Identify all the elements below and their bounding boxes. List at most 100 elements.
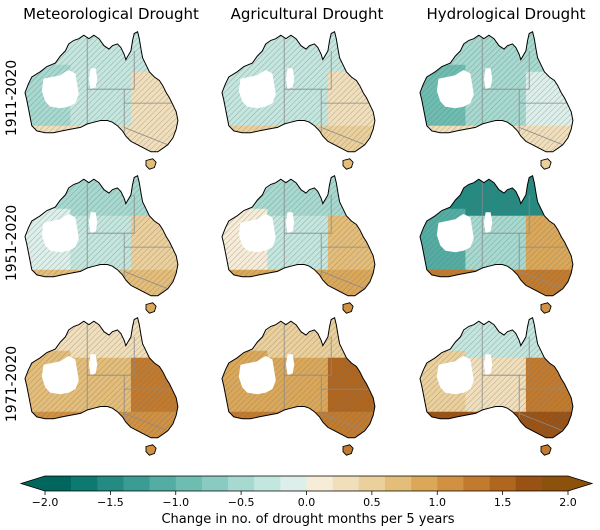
- colorbar-tick-label: 1.0: [429, 496, 447, 509]
- column-title-hydrological: Hydrological Drought: [426, 5, 585, 23]
- no-data-area: [88, 212, 98, 234]
- map-panel: [419, 174, 574, 314]
- map-regions: [25, 31, 178, 152]
- coastline: [419, 316, 574, 439]
- state-borders: [86, 175, 175, 290]
- map-panel: [221, 316, 376, 456]
- no-data-area: [436, 356, 474, 395]
- colorbar-segment: [71, 476, 98, 491]
- colorbar-label: Change in no. of drought months per 5 ye…: [161, 512, 454, 527]
- no-data-area: [88, 68, 98, 90]
- colorbar-segment: [358, 476, 386, 491]
- tasmania: [145, 302, 157, 314]
- column-title-agricultural: Agricultural Drought: [231, 5, 384, 23]
- map-panel: [221, 30, 376, 170]
- map-panel: [24, 30, 179, 170]
- colorbar-segment: [489, 476, 516, 491]
- colorbar-segment: [123, 476, 150, 491]
- map-regions: [420, 175, 573, 296]
- colorbar-segment: [411, 476, 438, 491]
- colorbar-tick-label: 2.0: [559, 496, 577, 509]
- colorbar-segment: [437, 476, 464, 491]
- column-title-meteorological: Meteorological Drought: [23, 5, 199, 23]
- colorbar: [19, 475, 594, 492]
- colorbar-segment: [332, 476, 360, 491]
- colorbar-tick-label: −2.0: [32, 496, 59, 509]
- state-borders: [283, 175, 372, 290]
- colorbar-tick-label: 1.5: [494, 496, 512, 509]
- no-data-area: [285, 354, 295, 376]
- tasmania: [540, 302, 552, 314]
- colorbar-segment: [175, 476, 203, 491]
- row-label-1971-2020: 1971-2020: [4, 346, 20, 422]
- colorbar-segment: [254, 476, 281, 491]
- no-data-area: [483, 354, 493, 376]
- state-borders: [86, 317, 175, 432]
- no-data-area: [88, 354, 98, 376]
- colorbar-segment: [280, 476, 307, 491]
- tasmania: [145, 444, 157, 456]
- no-data-area: [238, 214, 276, 253]
- colorbar-tick-label: −1.0: [162, 496, 189, 509]
- tasmania: [145, 158, 157, 170]
- no-data-area: [41, 356, 79, 395]
- colorbar-segment: [384, 476, 412, 491]
- map-regions: [222, 31, 375, 152]
- row-label-1911-2020: 1911-2020: [4, 60, 20, 136]
- map-regions: [420, 31, 573, 152]
- colorbar-segment: [201, 476, 229, 491]
- tasmania: [342, 302, 354, 314]
- colorbar-segment: [306, 476, 333, 491]
- column-titles: Meteorological Drought Agricultural Drou…: [23, 5, 586, 23]
- row-label-1951-2020: 1951-2020: [4, 205, 20, 281]
- map-regions: [420, 317, 573, 438]
- map-regions: [222, 317, 375, 438]
- colorbar-segment: [463, 476, 490, 491]
- tasmania: [540, 158, 552, 170]
- map-regions: [25, 175, 178, 296]
- no-data-area: [41, 70, 79, 109]
- tasmania: [342, 444, 354, 456]
- colorbar-ticks: −2.0 −1.5 −1.0 −0.5 0.0 0.5 1.0 1.5 2.0: [32, 491, 577, 509]
- state-borders: [481, 31, 570, 146]
- map-panels: [24, 30, 574, 456]
- row-labels: 1911-2020 1951-2020 1971-2020: [4, 60, 20, 422]
- colorbar-extend-low: [21, 476, 45, 491]
- map-panel: [221, 174, 376, 314]
- coastline: [419, 30, 574, 153]
- colorbar-tick-label: −0.5: [228, 496, 255, 509]
- no-data-area: [238, 70, 276, 109]
- no-data-area: [285, 68, 295, 90]
- coastline: [221, 30, 376, 153]
- colorbar-segment: [515, 476, 543, 491]
- tasmania: [540, 444, 552, 456]
- no-data-area: [285, 212, 295, 234]
- colorbar-segment: [149, 476, 177, 491]
- state-borders: [481, 175, 570, 290]
- state-borders: [481, 317, 570, 432]
- no-data-area: [436, 214, 474, 253]
- coastline: [24, 30, 179, 153]
- coastline: [221, 316, 376, 439]
- map-panel: [24, 316, 179, 456]
- colorbar-segment: [45, 476, 72, 491]
- map-panel: [419, 316, 574, 456]
- state-borders: [283, 317, 372, 432]
- map-panel: [24, 174, 179, 314]
- colorbar-tick-label: −1.5: [97, 496, 124, 509]
- no-data-area: [41, 214, 79, 253]
- coastline: [24, 316, 179, 439]
- colorbar-segment: [228, 476, 255, 491]
- colorbar-segment: [97, 476, 124, 491]
- coastline: [419, 174, 574, 297]
- colorbar-tick-label: 0.0: [298, 496, 316, 509]
- state-borders: [283, 31, 372, 146]
- no-data-area: [436, 70, 474, 109]
- no-data-area: [483, 68, 493, 90]
- state-borders: [86, 31, 175, 146]
- map-panel: [419, 30, 574, 170]
- colorbar-segment: [541, 476, 569, 491]
- no-data-area: [483, 212, 493, 234]
- map-regions: [25, 317, 178, 438]
